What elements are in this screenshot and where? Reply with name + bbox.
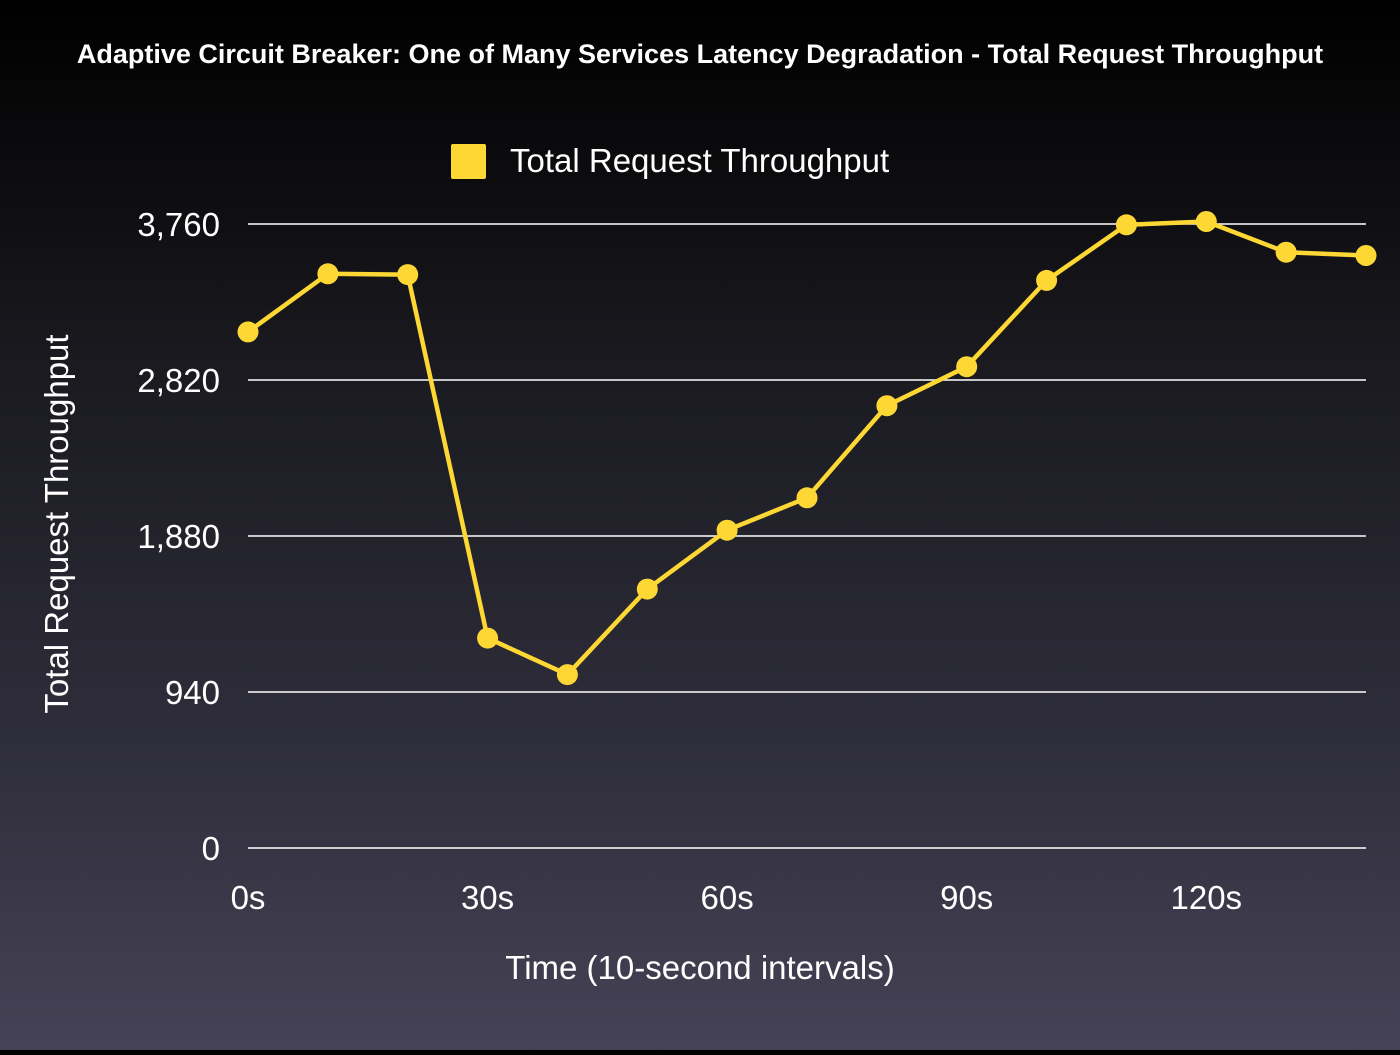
- data-point: [556, 664, 578, 686]
- series-line: [245, 219, 1369, 677]
- data-point: [1036, 269, 1058, 291]
- x-tick-label: 120s: [1171, 879, 1243, 916]
- data-point: [636, 578, 658, 600]
- data-point: [796, 487, 818, 509]
- x-axis-ticks: 0s 30s 60s 90s 120s: [231, 879, 1242, 916]
- data-point: [477, 627, 499, 649]
- y-tick-label: 1,880: [137, 518, 220, 555]
- y-tick-label: 3,760: [137, 206, 220, 243]
- data-point: [317, 263, 339, 285]
- x-tick-label: 30s: [461, 879, 514, 916]
- series-throughput: [237, 211, 1377, 686]
- data-point: [1195, 211, 1217, 232]
- data-point: [876, 395, 898, 417]
- chart-title: Adaptive Circuit Breaker: One of Many Se…: [77, 39, 1323, 69]
- y-axis-label: Total Request Throughput: [38, 334, 75, 713]
- y-tick-label: 0: [202, 830, 220, 867]
- legend-label: Total Request Throughput: [510, 142, 889, 179]
- x-tick-label: 0s: [231, 879, 266, 916]
- data-point: [1275, 241, 1297, 263]
- legend: Total Request Throughput: [451, 142, 889, 179]
- data-point: [1355, 245, 1377, 266]
- x-axis-label: Time (10-second intervals): [505, 949, 894, 986]
- data-point: [237, 321, 259, 343]
- y-tick-label: 940: [165, 674, 220, 711]
- x-tick-label: 60s: [701, 879, 754, 916]
- data-point: [1115, 214, 1137, 236]
- data-point: [956, 356, 978, 378]
- data-point: [716, 519, 738, 541]
- legend-swatch: [451, 144, 486, 179]
- y-tick-label: 2,820: [137, 362, 220, 399]
- gridlines: [248, 223, 1366, 849]
- x-tick-label: 90s: [940, 879, 993, 916]
- y-axis-ticks: 0 940 1,880 2,820 3,760: [137, 206, 220, 867]
- data-point: [397, 264, 419, 286]
